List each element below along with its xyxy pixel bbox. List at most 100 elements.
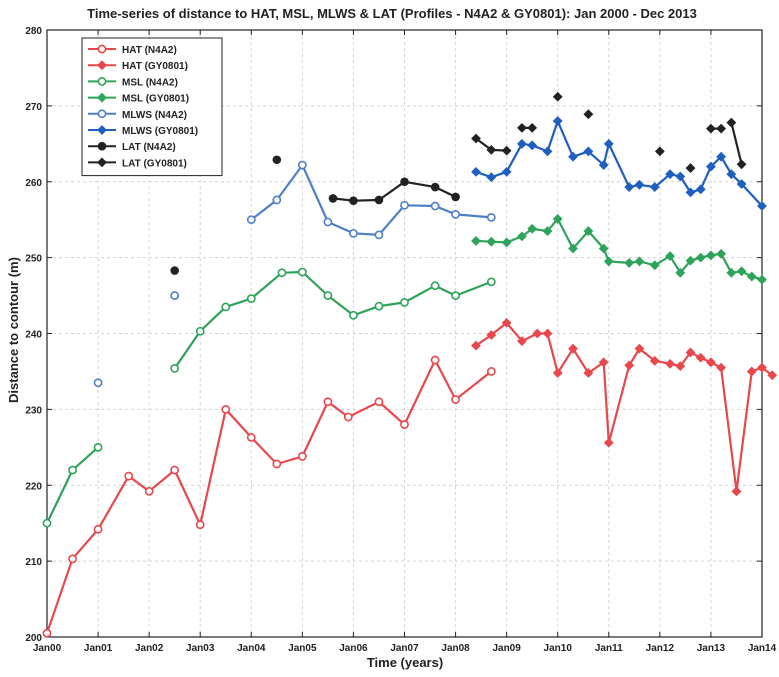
data-point [695, 252, 706, 263]
data-point [400, 297, 409, 307]
x-tick-label: Jan01 [84, 643, 113, 654]
data-point [93, 524, 103, 534]
data-point [430, 182, 440, 192]
x-tick-label: Jan14 [748, 643, 777, 654]
data-point [726, 267, 737, 278]
data-point [731, 486, 742, 497]
data-point [486, 367, 496, 376]
data-point [527, 122, 538, 133]
data-point [649, 355, 660, 366]
data-point [583, 368, 594, 378]
data-point [568, 151, 578, 162]
data-point [68, 465, 77, 475]
data-point [501, 317, 512, 328]
data-point [451, 192, 460, 202]
data-point [603, 437, 614, 448]
data-point [349, 196, 358, 206]
data-point [746, 271, 757, 282]
data-point [685, 347, 696, 358]
data-point [583, 226, 594, 236]
x-tick-label: Jan08 [441, 643, 470, 654]
y-axis-label: Distance to contour (m) [6, 257, 21, 403]
data-point [675, 267, 686, 278]
data-point [297, 160, 307, 170]
data-point [486, 213, 496, 222]
data-point [654, 146, 665, 157]
x-tick-label: Jan11 [595, 643, 623, 654]
y-tick-label: 260 [25, 178, 42, 189]
legend-label: MLWS (GY0801) [122, 126, 198, 137]
data-point [471, 340, 481, 351]
series-line [45, 359, 492, 634]
legend-marker [97, 141, 107, 151]
data-point [297, 267, 307, 277]
legend-marker [97, 157, 107, 168]
data-point [471, 236, 481, 246]
y-tick-label: 210 [25, 557, 42, 568]
data-point [471, 133, 481, 144]
data-point [124, 471, 134, 481]
data-point [349, 310, 358, 320]
data-point [552, 214, 563, 224]
data-point [501, 145, 512, 156]
legend-item: MSL (N4A2) [88, 77, 178, 88]
data-point [583, 109, 594, 120]
x-tick-label: Jan05 [288, 643, 317, 654]
legend-item: MSL (GY0801) [88, 92, 189, 105]
series-lat-gy0801 [471, 91, 747, 173]
data-point [195, 520, 205, 530]
legend-label: LAT (N4A2) [122, 142, 176, 153]
data-point [634, 179, 645, 190]
data-point [374, 195, 384, 205]
data-point [695, 184, 706, 195]
data-point [716, 362, 727, 373]
data-point [272, 459, 282, 469]
x-tick-label: Jan00 [33, 643, 62, 654]
data-point [706, 250, 716, 261]
data-point [706, 123, 716, 134]
data-point [246, 433, 256, 442]
y-tick-label: 230 [25, 405, 42, 416]
data-point [246, 294, 256, 303]
legend-item: HAT (GY0801) [88, 60, 188, 72]
data-point [486, 172, 497, 183]
data-point [400, 200, 409, 210]
data-point [603, 256, 614, 267]
data-point [726, 169, 737, 180]
data-point [527, 140, 538, 151]
data-point [374, 397, 384, 407]
data-point [624, 258, 635, 268]
data-point [42, 628, 52, 638]
legend-box [81, 37, 223, 177]
chart-title: Time-series of distance to HAT, MSL, MLW… [87, 6, 697, 21]
legend-label: HAT (GY0801) [122, 61, 188, 72]
data-point [195, 326, 205, 336]
data-point [665, 169, 675, 180]
data-point [675, 361, 686, 372]
data-point [675, 171, 686, 182]
data-point [272, 195, 282, 205]
legend-label: MSL (GY0801) [122, 94, 189, 105]
data-point [746, 366, 757, 377]
y-tick-label: 270 [25, 102, 42, 113]
data-point [624, 360, 635, 371]
data-point [170, 364, 180, 373]
data-point [583, 146, 594, 157]
data-point [757, 274, 767, 285]
legend-label: MLWS (N4A2) [122, 110, 187, 121]
legend: HAT (N4A2) HAT (GY0801) MSL (N4A2) MSL (GY0… [81, 37, 223, 177]
x-tick-label: Jan12 [646, 643, 675, 654]
data-point [430, 201, 440, 211]
data-point [649, 182, 660, 192]
data-point [451, 291, 460, 300]
data-point [170, 291, 180, 300]
legend-marker [97, 92, 107, 103]
data-point [328, 194, 338, 203]
data-point [277, 268, 287, 278]
y-tick-label: 200 [25, 633, 42, 644]
data-point [486, 236, 497, 247]
y-tick-label: 240 [25, 330, 42, 341]
data-point [736, 179, 747, 189]
